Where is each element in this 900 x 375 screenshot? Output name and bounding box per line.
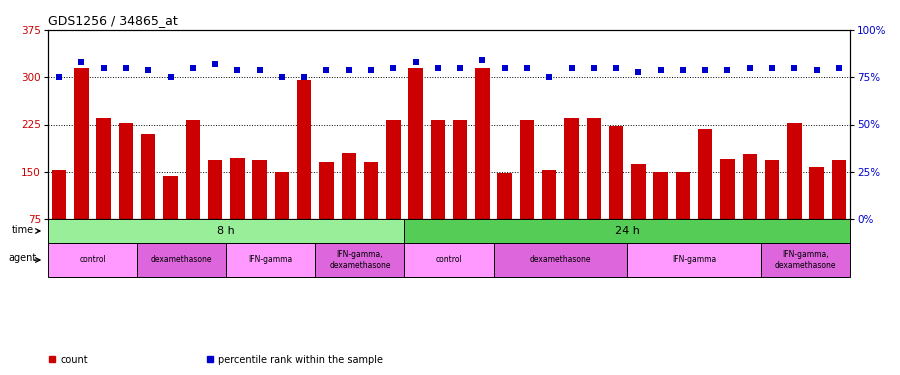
- Bar: [119, 123, 133, 219]
- Point: [252, 67, 266, 73]
- Bar: [230, 158, 245, 219]
- Point: [409, 59, 423, 65]
- Text: agent: agent: [9, 253, 37, 263]
- Bar: [364, 162, 378, 219]
- Bar: [226, 243, 315, 277]
- Bar: [788, 123, 802, 219]
- Bar: [542, 171, 556, 219]
- Bar: [404, 219, 850, 243]
- Bar: [315, 243, 404, 277]
- Text: IFN-gamma,
dexamethasone: IFN-gamma, dexamethasone: [775, 250, 836, 270]
- Point: [96, 65, 111, 71]
- Text: control: control: [436, 255, 463, 264]
- Bar: [48, 219, 404, 243]
- Bar: [765, 160, 779, 219]
- Text: IFN-gamma: IFN-gamma: [672, 255, 716, 264]
- Point: [185, 65, 200, 71]
- Bar: [341, 153, 356, 219]
- Bar: [163, 176, 178, 219]
- Bar: [52, 171, 67, 219]
- Text: 24 h: 24 h: [615, 226, 640, 236]
- Bar: [453, 120, 467, 219]
- Bar: [587, 118, 601, 219]
- Point: [698, 67, 713, 73]
- Point: [609, 65, 624, 71]
- Bar: [252, 160, 267, 219]
- Point: [364, 67, 378, 73]
- Bar: [74, 68, 89, 219]
- Bar: [404, 243, 493, 277]
- Point: [208, 61, 222, 67]
- Bar: [409, 68, 423, 219]
- Point: [386, 65, 400, 71]
- Bar: [493, 243, 627, 277]
- Text: dexamethasone: dexamethasone: [529, 255, 591, 264]
- Bar: [698, 129, 713, 219]
- Bar: [742, 154, 757, 219]
- Bar: [608, 126, 624, 219]
- Text: GDS1256 / 34865_at: GDS1256 / 34865_at: [48, 15, 178, 27]
- Point: [720, 67, 734, 73]
- Bar: [653, 172, 668, 219]
- Bar: [809, 167, 824, 219]
- Text: IFN-gamma: IFN-gamma: [248, 255, 292, 264]
- Text: IFN-gamma,
dexamethasone: IFN-gamma, dexamethasone: [329, 250, 391, 270]
- Text: dexamethasone: dexamethasone: [151, 255, 212, 264]
- Point: [587, 65, 601, 71]
- Point: [52, 74, 67, 80]
- Bar: [208, 160, 222, 219]
- Point: [453, 65, 467, 71]
- Bar: [564, 118, 579, 219]
- Bar: [48, 243, 137, 277]
- Bar: [760, 243, 850, 277]
- Bar: [475, 68, 490, 219]
- Point: [475, 57, 490, 63]
- Bar: [832, 160, 846, 219]
- Point: [141, 67, 156, 73]
- Bar: [96, 118, 111, 219]
- Bar: [631, 164, 645, 219]
- Bar: [386, 120, 400, 219]
- Bar: [297, 80, 311, 219]
- Text: count: count: [60, 355, 88, 365]
- Point: [498, 65, 512, 71]
- Point: [564, 65, 579, 71]
- Point: [342, 67, 356, 73]
- Point: [832, 65, 846, 71]
- Point: [163, 74, 177, 80]
- Text: time: time: [12, 225, 34, 235]
- Bar: [720, 159, 734, 219]
- Bar: [676, 172, 690, 219]
- Point: [431, 65, 446, 71]
- Point: [74, 59, 88, 65]
- Bar: [185, 120, 200, 219]
- Bar: [430, 120, 446, 219]
- Text: percentile rank within the sample: percentile rank within the sample: [218, 355, 382, 365]
- Point: [809, 67, 824, 73]
- Bar: [627, 243, 760, 277]
- Bar: [141, 134, 156, 219]
- Point: [520, 65, 535, 71]
- Point: [320, 67, 334, 73]
- Bar: [519, 120, 535, 219]
- Point: [788, 65, 802, 71]
- Point: [542, 74, 556, 80]
- Point: [631, 69, 645, 75]
- Point: [230, 67, 245, 73]
- Bar: [320, 162, 334, 219]
- Point: [274, 74, 289, 80]
- Point: [742, 65, 757, 71]
- Point: [119, 65, 133, 71]
- Point: [297, 74, 311, 80]
- Point: [653, 67, 668, 73]
- Point: [765, 65, 779, 71]
- Bar: [137, 243, 226, 277]
- Text: control: control: [79, 255, 106, 264]
- Text: 8 h: 8 h: [217, 226, 235, 236]
- Point: [676, 67, 690, 73]
- Bar: [498, 173, 512, 219]
- Bar: [274, 172, 289, 219]
